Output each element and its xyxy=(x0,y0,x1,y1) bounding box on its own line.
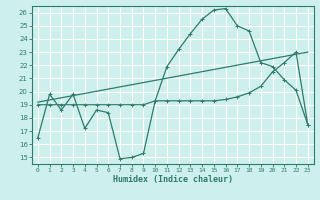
X-axis label: Humidex (Indice chaleur): Humidex (Indice chaleur) xyxy=(113,175,233,184)
